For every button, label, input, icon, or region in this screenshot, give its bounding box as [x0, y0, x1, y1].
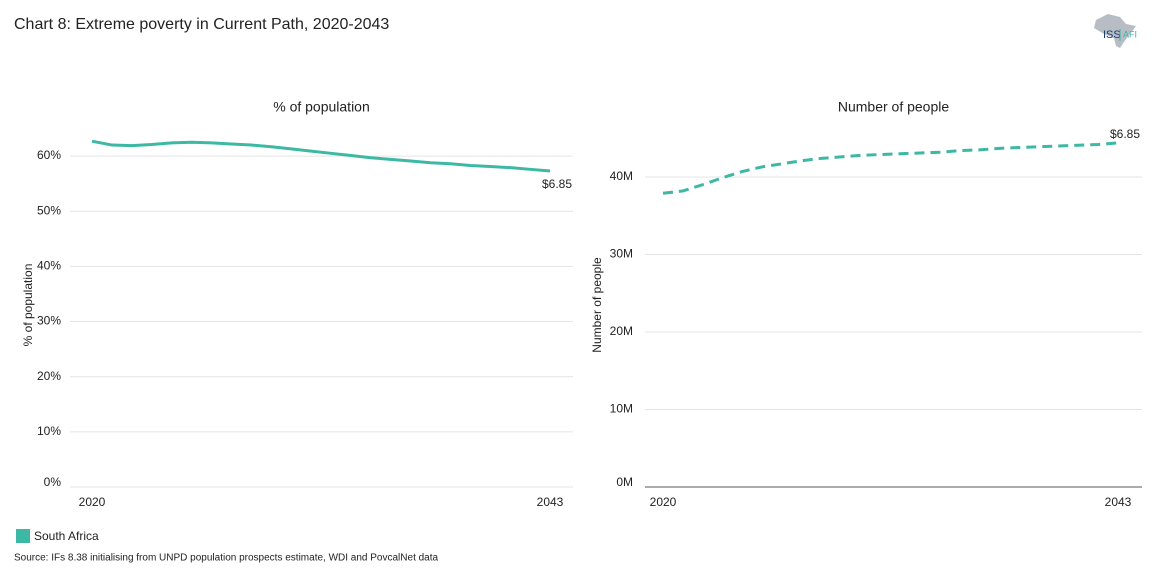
- legend-swatch: [16, 529, 30, 543]
- page-title: Chart 8: Extreme poverty in Current Path…: [14, 16, 389, 33]
- end-label: $6.85: [542, 177, 572, 191]
- end-label: $6.85: [1110, 127, 1140, 141]
- series-line: [662, 141, 1119, 195]
- y-tick-label: 60%: [37, 148, 61, 162]
- x-tick-label: 2020: [79, 495, 106, 509]
- x-tick-label: 2043: [1105, 495, 1132, 509]
- logo-primary: ISS: [1103, 29, 1121, 41]
- legend-label: South Africa: [34, 529, 99, 543]
- y-tick-label: 0%: [44, 475, 62, 489]
- y-tick-label: 0M: [616, 475, 633, 489]
- x-tick-label: 2043: [537, 495, 564, 509]
- logo-secondary: AFI: [1123, 29, 1137, 39]
- y-tick-label: 50%: [37, 203, 61, 217]
- y-tick-label: 20%: [37, 369, 61, 383]
- y-axis-label: Number of people: [590, 257, 604, 353]
- y-tick-label: 30M: [610, 247, 633, 261]
- source: Source: IFs 8.38 initialising from UNPD …: [14, 553, 439, 564]
- subplot-title: % of population: [273, 99, 370, 115]
- y-tick-label: 10M: [610, 402, 633, 416]
- logo-map: [1094, 14, 1136, 48]
- y-tick-label: 30%: [37, 314, 61, 328]
- y-axis-label: % of population: [21, 264, 35, 347]
- series-line: [91, 139, 551, 173]
- subplot-title: Number of people: [838, 99, 950, 115]
- y-tick-label: 40%: [37, 259, 61, 273]
- y-tick-label: 40M: [610, 169, 633, 183]
- y-tick-label: 10%: [37, 424, 61, 438]
- y-tick-label: 20M: [610, 324, 633, 338]
- x-tick-label: 2020: [650, 495, 677, 509]
